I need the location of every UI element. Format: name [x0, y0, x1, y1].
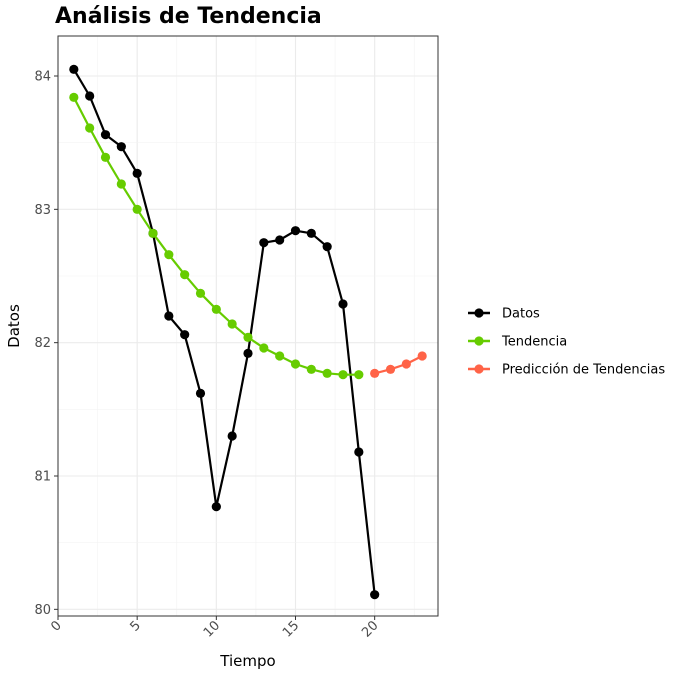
y-tick-label: 80	[34, 603, 51, 618]
data-point	[85, 91, 95, 101]
x-tick-label: 20	[359, 618, 381, 640]
data-point	[243, 348, 253, 358]
x-tick-label: 15	[280, 618, 302, 640]
legend-item: Datos	[468, 307, 540, 322]
data-point	[370, 590, 380, 600]
y-tick-label: 84	[34, 70, 51, 85]
y-tick-label: 83	[34, 203, 51, 218]
chart-title: Análisis de Tendencia	[55, 4, 322, 29]
data-point	[290, 359, 301, 369]
legend-item: Predicción de Tendencias	[468, 363, 665, 378]
data-point	[417, 351, 427, 361]
series-layer	[69, 64, 427, 600]
data-point	[275, 351, 285, 361]
data-point	[338, 370, 348, 380]
data-point	[69, 92, 79, 102]
data-point	[211, 502, 221, 512]
data-point	[227, 431, 237, 441]
series-line	[374, 355, 423, 375]
x-tick-label: 0	[48, 618, 64, 634]
data-point	[164, 311, 174, 321]
data-point	[401, 359, 411, 369]
data-point	[227, 319, 237, 329]
legend-key-point	[474, 336, 484, 346]
data-point	[85, 123, 95, 133]
data-point	[100, 152, 111, 162]
data-point	[116, 142, 126, 152]
y-axis: 80 81 82 83 84	[34, 70, 58, 618]
y-tick-label: 82	[34, 336, 51, 351]
data-point	[275, 235, 285, 245]
legend-key-point	[474, 308, 484, 318]
series-1	[69, 64, 380, 600]
data-point	[116, 179, 126, 189]
data-point	[148, 228, 158, 238]
data-point	[132, 204, 142, 214]
data-point	[195, 288, 206, 298]
legend-item: Tendencia	[468, 335, 567, 350]
y-tick-label: 81	[34, 470, 51, 485]
data-point	[322, 242, 332, 252]
data-point	[370, 368, 380, 378]
data-point	[354, 447, 364, 457]
panel-border	[57, 35, 439, 617]
y-axis-title: Datos	[5, 304, 23, 348]
legend-label: Predicción de Tendencias	[502, 363, 665, 378]
data-point	[243, 332, 253, 342]
legend: Datos Tendencia Predicción de Tendencias	[468, 307, 665, 378]
x-tick-label: 5	[128, 618, 144, 634]
data-point	[180, 270, 190, 280]
legend-key-point	[474, 364, 484, 374]
legend-label: Tendencia	[501, 335, 567, 350]
data-point	[180, 330, 190, 340]
x-axis: 0 5 10 15 20	[48, 616, 381, 641]
data-point	[69, 64, 79, 74]
x-axis-title: Tiempo	[219, 652, 275, 670]
series-2	[69, 92, 364, 380]
data-point	[259, 343, 269, 353]
data-point	[306, 364, 316, 374]
data-point	[354, 370, 364, 380]
data-point	[322, 368, 332, 378]
legend-label: Datos	[502, 307, 540, 322]
grid	[57, 36, 438, 616]
x-tick-label: 10	[201, 618, 223, 640]
data-point	[195, 388, 206, 398]
data-point	[164, 250, 174, 260]
data-point	[259, 238, 269, 248]
data-point	[290, 226, 301, 236]
data-point	[211, 304, 221, 314]
data-point	[338, 299, 348, 309]
data-point	[132, 168, 142, 178]
data-point	[306, 228, 316, 238]
series-3	[370, 351, 427, 378]
data-point	[100, 130, 111, 140]
data-point	[385, 364, 396, 374]
